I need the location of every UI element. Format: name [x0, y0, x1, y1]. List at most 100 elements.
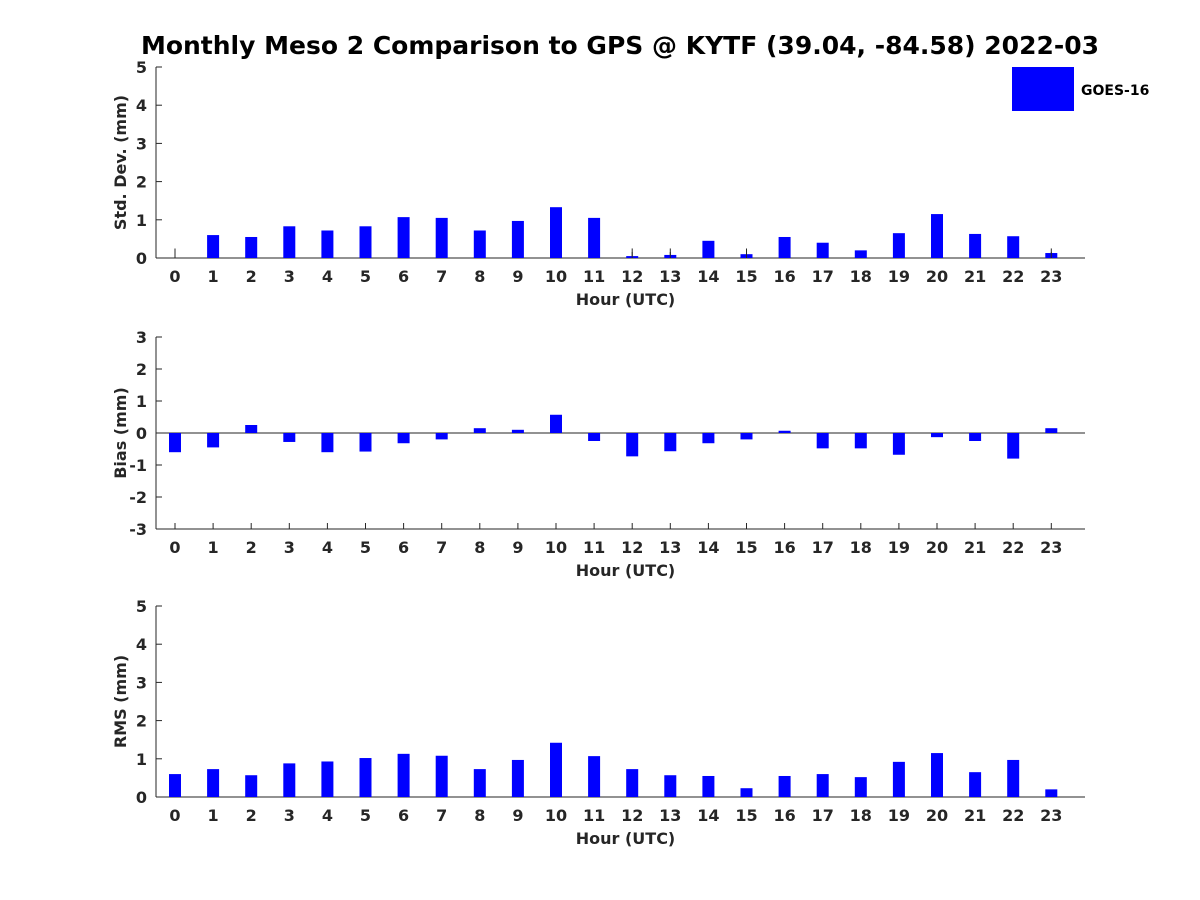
x-tick-label-bias-9: 9: [512, 538, 523, 557]
x-tick-label-bias-7: 7: [436, 538, 447, 557]
x-axis-label-bias: Hour (UTC): [576, 561, 676, 580]
y-tick-label-std_dev-4: 4: [136, 96, 147, 115]
bar-std_dev-20: [931, 214, 943, 258]
bar-bias-15: [740, 433, 753, 440]
x-tick-label-bias-5: 5: [360, 538, 371, 557]
x-tick-label-bias-17: 17: [812, 538, 834, 557]
bar-std_dev-21: [969, 233, 982, 258]
chart-title: Monthly Meso 2 Comparison to GPS @ KYTF …: [141, 31, 1099, 60]
bar-rms-1: [207, 769, 220, 797]
y-tick-label-rms-0: 0: [136, 788, 147, 807]
x-tick-label-bias-15: 15: [735, 538, 757, 557]
x-tick-label-rms-4: 4: [322, 806, 333, 825]
x-tick-label-rms-17: 17: [812, 806, 834, 825]
x-tick-label-rms-6: 6: [398, 806, 409, 825]
x-axis-label-std_dev: Hour (UTC): [576, 290, 676, 309]
x-tick-label-std_dev-19: 19: [888, 267, 910, 286]
x-tick-label-bias-4: 4: [322, 538, 333, 557]
bar-rms-5: [359, 758, 372, 797]
bar-bias-2: [245, 425, 258, 433]
bar-bias-11: [588, 433, 601, 441]
x-axis-label-rms: Hour (UTC): [576, 829, 676, 848]
bar-bias-0: [169, 433, 181, 453]
x-tick-label-rms-2: 2: [246, 806, 257, 825]
bar-bias-8: [473, 428, 486, 433]
bar-bias-5: [359, 433, 372, 452]
bar-rms-3: [283, 763, 296, 797]
y-tick-label-bias-2: -1: [129, 456, 147, 475]
legend-swatch-goes16: [1012, 67, 1074, 111]
x-tick-label-rms-13: 13: [659, 806, 681, 825]
y-tick-label-rms-1: 1: [136, 750, 147, 769]
x-tick-label-std_dev-3: 3: [284, 267, 295, 286]
x-tick-label-rms-20: 20: [926, 806, 948, 825]
x-tick-label-rms-14: 14: [697, 806, 719, 825]
bar-rms-17: [816, 774, 829, 797]
bar-bias-14: [702, 433, 715, 444]
x-tick-label-rms-16: 16: [773, 806, 795, 825]
y-tick-label-bias-5: 2: [136, 360, 147, 379]
y-tick-label-bias-1: -2: [129, 488, 147, 507]
bar-std_dev-10: [550, 207, 562, 258]
bar-rms-19: [892, 761, 905, 797]
x-tick-label-bias-12: 12: [621, 538, 643, 557]
bar-rms-2: [245, 775, 258, 797]
y-tick-label-rms-5: 5: [136, 597, 147, 616]
bar-std_dev-5: [359, 226, 372, 258]
x-tick-label-bias-21: 21: [964, 538, 986, 557]
bar-std_dev-8: [473, 230, 486, 258]
bar-std_dev-14: [702, 240, 715, 258]
bar-bias-19: [892, 433, 905, 455]
bar-rms-6: [397, 753, 410, 797]
x-tick-label-bias-2: 2: [246, 538, 257, 557]
x-tick-label-std_dev-6: 6: [398, 267, 409, 286]
y-tick-label-bias-4: 1: [136, 392, 147, 411]
bar-rms-10: [550, 742, 562, 797]
x-tick-label-rms-10: 10: [545, 806, 567, 825]
bar-rms-13: [664, 775, 677, 797]
x-tick-label-std_dev-2: 2: [246, 267, 257, 286]
y-tick-label-bias-0: -3: [129, 520, 147, 539]
x-tick-label-bias-14: 14: [697, 538, 719, 557]
x-tick-label-rms-11: 11: [583, 806, 605, 825]
x-tick-label-std_dev-8: 8: [474, 267, 485, 286]
bar-bias-6: [397, 433, 410, 444]
x-tick-label-rms-5: 5: [360, 806, 371, 825]
x-tick-label-rms-15: 15: [735, 806, 757, 825]
x-tick-label-std_dev-10: 10: [545, 267, 567, 286]
bar-std_dev-1: [207, 235, 220, 258]
bar-bias-22: [1007, 433, 1020, 459]
bar-std_dev-6: [397, 217, 410, 258]
bar-bias-18: [854, 433, 867, 449]
x-tick-label-std_dev-22: 22: [1002, 267, 1024, 286]
bar-rms-23: [1045, 789, 1058, 797]
bar-rms-14: [702, 775, 715, 797]
bar-std_dev-22: [1007, 236, 1020, 258]
bar-std_dev-4: [321, 230, 334, 258]
x-tick-label-bias-22: 22: [1002, 538, 1024, 557]
x-tick-label-std_dev-7: 7: [436, 267, 447, 286]
x-tick-label-rms-18: 18: [850, 806, 872, 825]
bar-bias-21: [969, 433, 982, 441]
y-tick-label-rms-4: 4: [136, 635, 147, 654]
bar-bias-10: [550, 414, 562, 433]
x-tick-label-std_dev-0: 0: [169, 267, 180, 286]
x-tick-label-bias-8: 8: [474, 538, 485, 557]
x-tick-label-bias-3: 3: [284, 538, 295, 557]
x-tick-label-rms-7: 7: [436, 806, 447, 825]
x-tick-label-rms-22: 22: [1002, 806, 1024, 825]
x-tick-label-rms-21: 21: [964, 806, 986, 825]
x-tick-label-rms-9: 9: [512, 806, 523, 825]
bar-bias-20: [931, 433, 943, 438]
bar-bias-3: [283, 433, 296, 442]
bar-std_dev-17: [816, 242, 829, 258]
bar-rms-15: [740, 788, 753, 797]
bar-std_dev-9: [511, 220, 524, 258]
x-tick-label-bias-20: 20: [926, 538, 948, 557]
y-tick-label-std_dev-1: 1: [136, 211, 147, 230]
